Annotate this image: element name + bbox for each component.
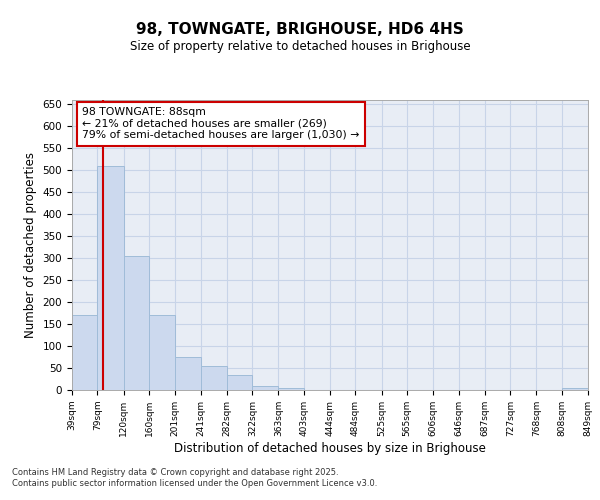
Bar [562, 388, 588, 390]
Bar [97, 166, 124, 390]
X-axis label: Distribution of detached houses by size in Brighouse: Distribution of detached houses by size … [174, 442, 486, 454]
Text: Contains HM Land Registry data © Crown copyright and database right 2025.
Contai: Contains HM Land Registry data © Crown c… [12, 468, 377, 487]
Bar [227, 374, 252, 390]
Bar [72, 316, 97, 390]
Bar [175, 357, 200, 390]
Y-axis label: Number of detached properties: Number of detached properties [24, 152, 37, 338]
Bar [200, 366, 227, 390]
Bar [124, 256, 149, 390]
Text: 98, TOWNGATE, BRIGHOUSE, HD6 4HS: 98, TOWNGATE, BRIGHOUSE, HD6 4HS [136, 22, 464, 38]
Bar [149, 316, 175, 390]
Bar [252, 386, 278, 390]
Text: 98 TOWNGATE: 88sqm
← 21% of detached houses are smaller (269)
79% of semi-detach: 98 TOWNGATE: 88sqm ← 21% of detached hou… [82, 108, 359, 140]
Bar [278, 388, 304, 390]
Text: Size of property relative to detached houses in Brighouse: Size of property relative to detached ho… [130, 40, 470, 53]
